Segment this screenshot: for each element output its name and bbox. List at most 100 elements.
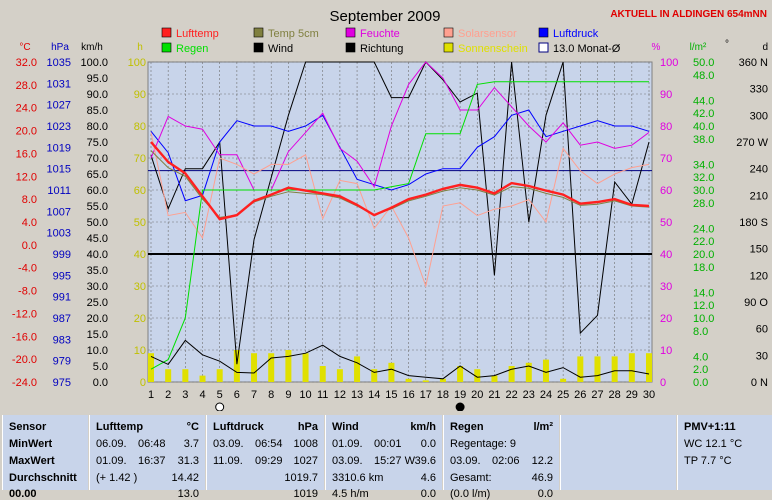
day-label: 25 [557,389,569,401]
day-label: 23 [523,389,535,401]
legend-label: Lufttemp [176,28,219,40]
sunshine-bar [474,369,481,382]
wind_speed-tick-label: 45.0 [87,233,108,245]
sunshine-tick-label: 10 [134,345,146,357]
temp-header: Lufttemp [96,421,144,433]
wind_speed-tick-label: 75.0 [87,137,108,149]
rain-tick-label: 30.0 [693,185,714,197]
wind_speed-tick-label: 20.0 [87,313,108,325]
sunshine-bar [336,369,343,382]
wind-min-value: 0.0 [420,438,436,450]
day-label: 17 [420,389,432,401]
rain-tick-label: 12.0 [693,300,714,312]
sunshine-tick-label: 20 [134,313,146,325]
sunshine-tick-label: 60 [134,185,146,197]
chart-title: September 2009 [330,8,441,25]
temp-tick-label: -16.0 [12,331,37,343]
sunshine-bars [148,350,652,382]
sensor-header: Sensor [9,421,47,433]
legend-swatch [538,27,549,38]
wind_speed-tick-label: 0.0 [93,377,108,389]
lufttemp-line [150,141,650,221]
sunshine-bar [646,353,652,382]
rain-tick-label: 2.0 [693,364,708,376]
pressure-max-date: 11.09. [213,455,243,467]
pressure-tick-label: 975 [53,377,71,389]
legend-swatch [253,27,264,38]
humidity-tick-label: 90 [660,89,672,101]
richtung-line [150,61,650,365]
station-label: AKTUELL IN ALDINGEN 654mNN [610,9,767,20]
temp-tick-label: 0.0 [22,240,37,252]
rain-tick-label: 28.0 [693,198,714,210]
humidity-tick-label: 0 [660,377,666,389]
legend-swatch [161,27,172,38]
direction-axis-unit: ° [725,39,729,50]
x-axis-days: 1 2 3 4 5 6 7 8 9 10 11 12 13 14 15 16 17 18 19 20 21 22 23 24 2… [148,389,655,401]
day-label: 27 [591,389,603,401]
day-label: 4 [199,389,205,401]
legend-swatch [443,27,454,38]
sunshine-bar [302,353,309,382]
rain-max-date: 03.09. [450,455,481,467]
temp-tick-label: 8.0 [22,194,37,206]
direction-tick-label: 180 S [739,217,768,229]
direction-tick-label: 60 [756,324,768,336]
pmv-header: PMV+1:11 [684,421,736,433]
pressure-max-time: 09:29 [255,455,283,467]
day-label: 20 [471,389,483,401]
axis-headers: °C hPa km/h h % l/m² ° d [19,39,768,53]
spacer-box [560,415,676,490]
direction-tick-label: 240 [750,164,768,176]
legend-swatch [161,42,172,53]
rain-axis-unit: l/m² [690,42,707,53]
temp-tick-label: -4.0 [18,263,37,275]
dewpoint-value: TP 7.7 °C [684,455,732,467]
sunshine-tick-label: 100 [128,57,146,69]
temp-min-date: 06.09. [96,438,127,450]
rain-tick-label: 50.0 [693,57,714,69]
wind_speed-tick-label: 85.0 [87,105,108,117]
sunshine-tick-label: 30 [134,281,146,293]
day-label: 9 [285,389,291,401]
legend-label: Luftdruck [553,28,599,40]
rain-tick-label: 32.0 [693,172,714,184]
legend-label: 13.0 Monat-Ø [553,43,621,55]
pressure-min-time: 06:54 [255,438,283,450]
day-label: 15 [385,389,397,401]
luftdruck-line [150,109,650,202]
rain-tick-label: 18.0 [693,262,714,274]
sunshine-bar [508,366,515,382]
sunshine-bar [165,369,172,382]
day-label: 29 [626,389,638,401]
sunshine-tick-label: 90 [134,89,146,101]
sunshine-bar [491,375,498,382]
temp-tick-label: 12.0 [16,171,37,183]
temp-tick-label: -20.0 [12,354,37,366]
day-label: 2 [165,389,171,401]
sunshine-tick-label: 40 [134,249,146,261]
sunshine-bar [388,362,395,382]
direction-tick-label: 330 [750,84,768,96]
rain-tick-label: 4.0 [693,351,708,363]
pressure-tick-label: 987 [53,313,71,325]
day-label: 21 [488,389,500,401]
pressure-tick-label: 1015 [47,164,71,176]
rain-tick-label: 42.0 [693,108,714,120]
direction-tick-label: 120 [750,270,768,282]
rain-total-value: 46.9 [531,472,553,484]
pressure-tick-label: 991 [53,292,71,304]
sunshine-bar [542,359,549,382]
moon-markers [215,402,465,412]
rain-tick-label: 44.0 [693,95,714,107]
humidity-tick-label: 80 [660,121,672,133]
direction-tick-label: 90 O [744,297,768,309]
legend-swatch [538,42,549,53]
temp-unit: °C [186,421,199,433]
temp-max-time: 16:37 [138,455,166,467]
sunshine-bar [371,369,378,382]
pressure-tick-label: 1027 [47,100,71,112]
wind_speed-tick-label: 15.0 [87,329,108,341]
temp-tick-label: -24.0 [12,377,37,389]
wind-box: Wind km/h 01.09. 00:01 0.0 03.09. 15:27 … [325,415,442,500]
